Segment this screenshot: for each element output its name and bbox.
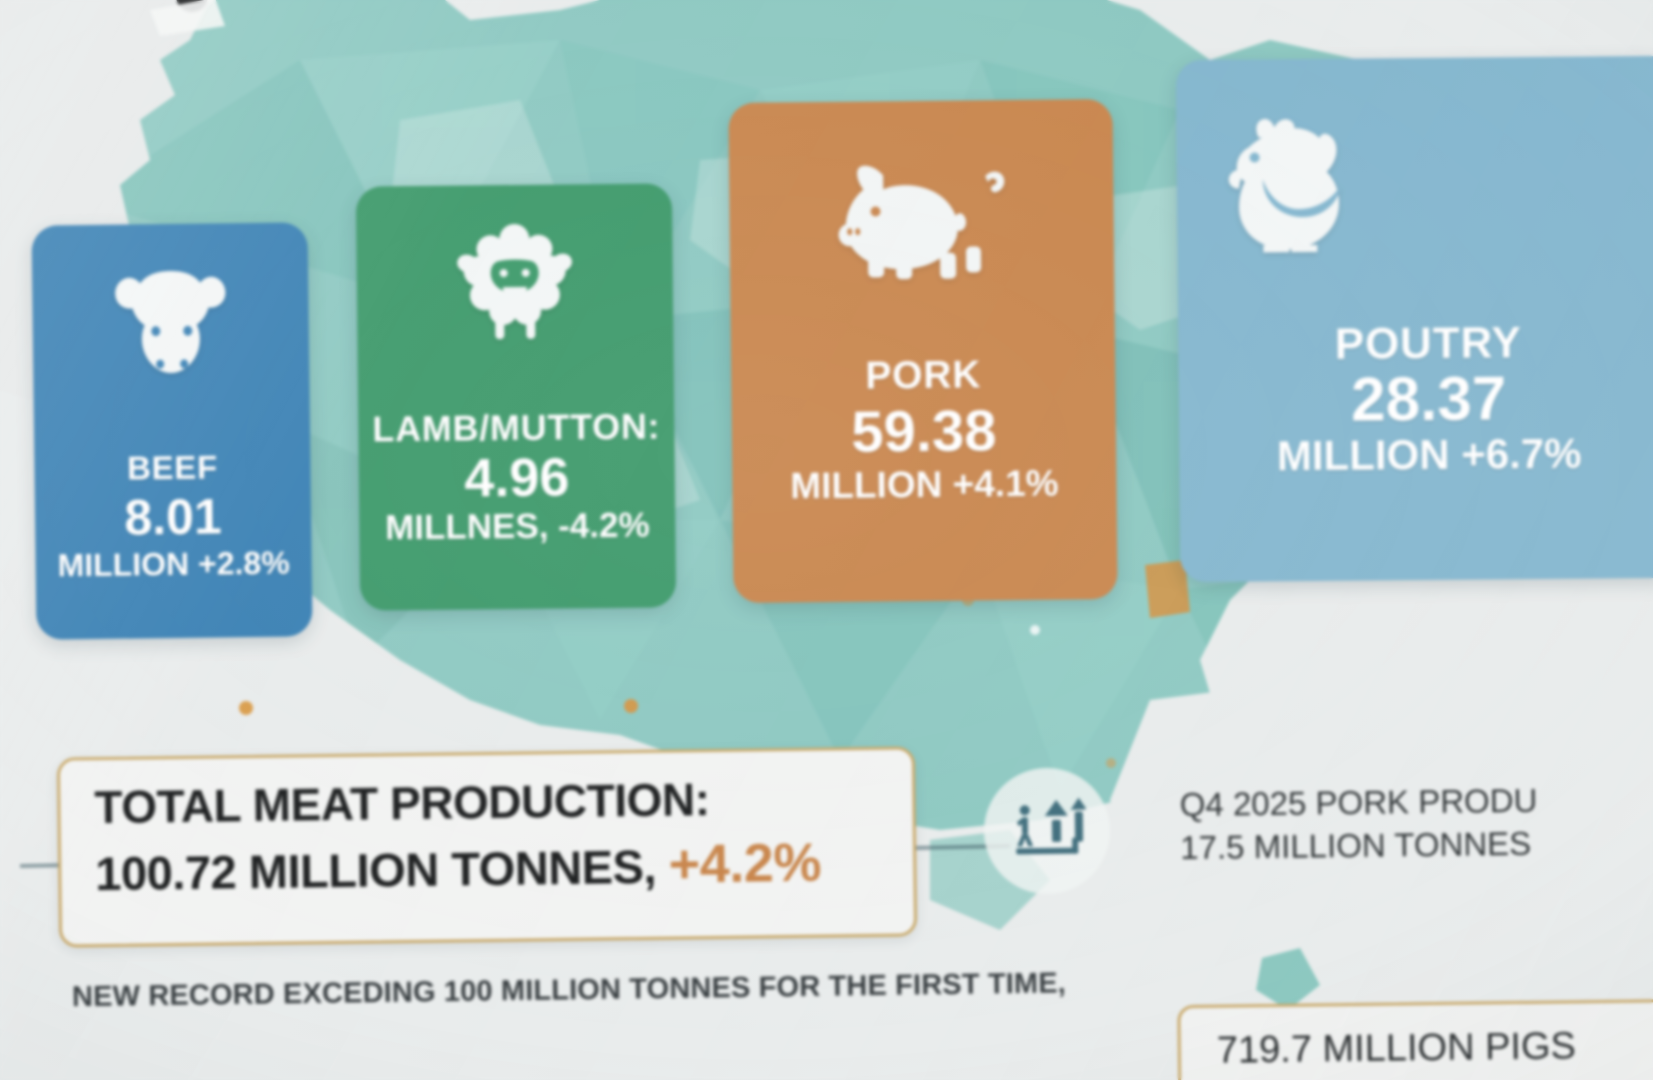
card-value: 28.37	[1350, 364, 1507, 435]
pig-icon	[833, 146, 1010, 287]
total-production-value: 100.72 MILLION TONNES, +4.2%	[95, 830, 884, 902]
card-unit: MILLION +4.1%	[790, 462, 1059, 506]
card-value: 59.38	[850, 397, 997, 465]
card-unit: MILLION +2.8%	[57, 544, 290, 584]
card-unit: MILLNES, -4.2%	[384, 506, 650, 548]
card-label: BEEF	[126, 448, 218, 487]
stat-card-lamb[interactable]: LAMB/MUTTON: 4.96 MILLNES, -4.2%	[355, 183, 677, 611]
pig-inventory-value: 719.7 MILLION PIGS	[1216, 1025, 1577, 1072]
pig-inventory-panel: 719.7 MILLION PIGS	[1177, 998, 1653, 1080]
card-unit: MILLION +6.7%	[1276, 429, 1582, 480]
total-production-change: +4.2%	[668, 832, 822, 895]
pork-q4-line2: 17.5 MILLION TONNES	[1180, 825, 1532, 867]
total-production-title: TOTAL MEAT PRODUCTION:	[94, 773, 710, 834]
pork-q4-stat: Q4 2025 PORK PRODU 17.5 MILLION TONNES	[1180, 779, 1653, 869]
card-label: LAMB/MUTTON:	[372, 405, 661, 450]
card-label: PORK	[865, 353, 982, 398]
total-meat-production-panel: TOTAL MEAT PRODUCTION: 100.72 MILLION TO…	[56, 746, 918, 948]
card-value: 4.96	[463, 447, 570, 509]
total-production-number: 100.72 MILLION TONNES,	[94, 839, 657, 900]
stat-card-poultry[interactable]: POUTRY 28.37 MILLION +6.7%	[1175, 55, 1653, 583]
pork-q4-line1: Q4 2025 PORK PRODU	[1179, 781, 1538, 824]
card-label: POUTRY	[1334, 318, 1522, 369]
cow-head-icon	[111, 259, 231, 393]
chicken-icon	[1204, 102, 1371, 258]
card-value: 8.01	[124, 488, 223, 546]
stat-card-pork[interactable]: PORK 59.38 MILLION +4.1%	[728, 99, 1118, 603]
sheep-icon	[454, 216, 575, 354]
stat-card-beef[interactable]: BEEF 8.01 MILLION +2.8%	[31, 222, 313, 640]
